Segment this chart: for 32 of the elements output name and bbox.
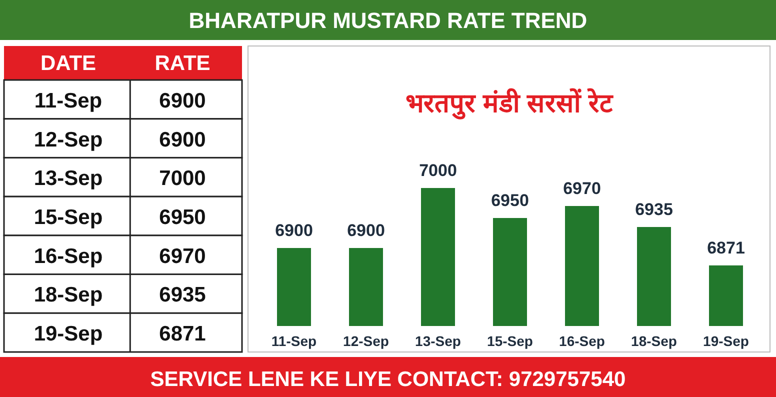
data-label: 6871	[159, 322, 206, 346]
category-label: 13-Sep	[34, 167, 103, 190]
data-label: 6935	[159, 284, 206, 307]
data-label: 6900	[159, 128, 206, 152]
data-label: 6900	[159, 89, 206, 112]
data-label: 6950	[491, 191, 529, 210]
text: BHARATPUR MUSTARD RATE TREND	[188, 8, 588, 33]
data-label: 6970	[563, 179, 601, 198]
data-label: 7000	[159, 167, 206, 190]
x-tick-label: 18-Sep	[631, 333, 677, 349]
data-label: 6950	[159, 206, 206, 229]
data-label: 6970	[159, 244, 206, 268]
data-label: 6935	[635, 200, 673, 219]
category-label: 15-Sep	[34, 206, 103, 229]
data-label: 6871	[707, 238, 745, 258]
chart-title: भरतपुर मंडी सरसों रेट	[406, 88, 614, 120]
data-label: 6900	[347, 221, 385, 240]
text: RATE	[154, 52, 210, 75]
x-tick-label: 11-Sep	[271, 333, 317, 349]
data-label: 6900	[275, 221, 313, 240]
category-label: 16-Sep	[34, 244, 103, 268]
x-tick-label: 16-Sep	[559, 333, 605, 349]
category-label: 18-Sep	[34, 284, 103, 307]
data-label: 7000	[419, 161, 457, 180]
category-label: 11-Sep	[34, 89, 102, 112]
x-tick-label: 15-Sep	[487, 333, 533, 349]
text: SERVICE LENE KE LIYE CONTACT: 9729757540	[150, 368, 626, 391]
category-label: 12-Sep	[34, 128, 103, 152]
text: DATE	[40, 52, 96, 75]
x-tick-label: 19-Sep	[703, 333, 749, 349]
x-tick-label: 13-Sep	[415, 333, 461, 349]
x-tick-label: 12-Sep	[343, 333, 389, 349]
